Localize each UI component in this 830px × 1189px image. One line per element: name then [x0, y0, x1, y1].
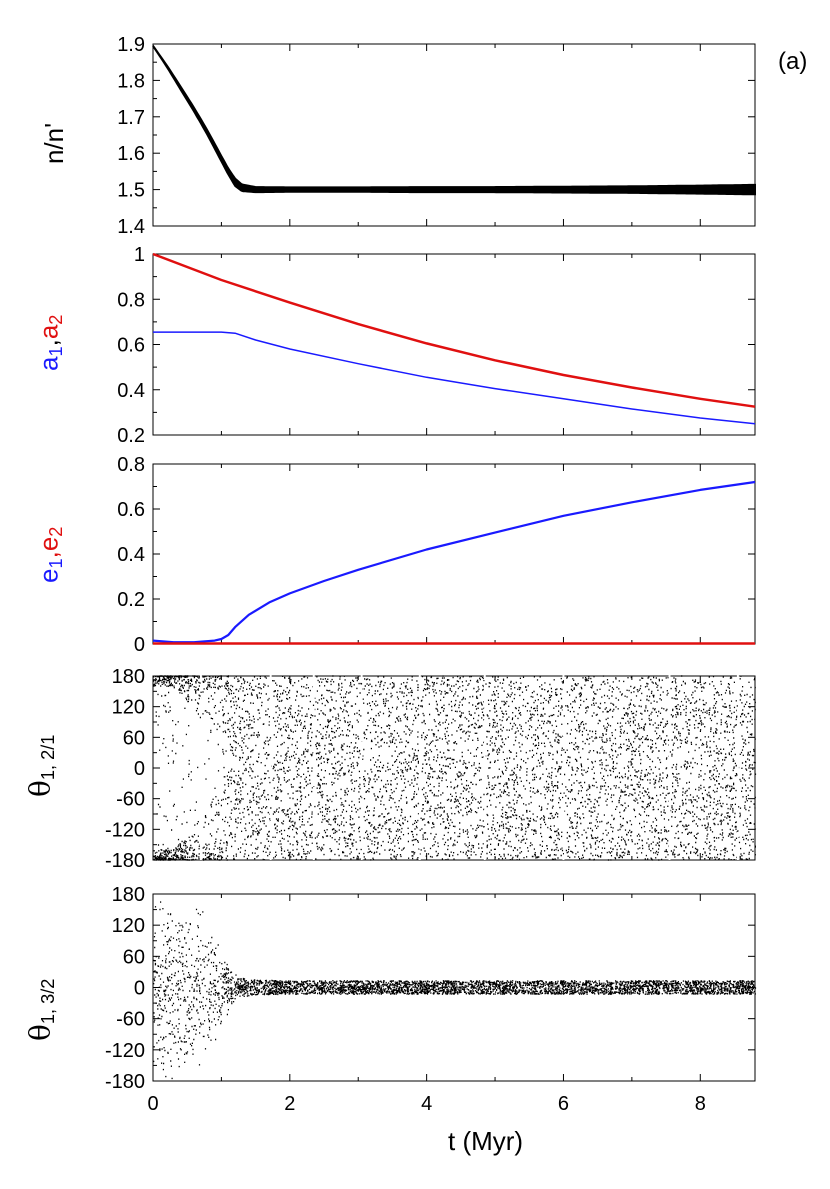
- ytick-label-2-2: 0.6: [117, 335, 145, 357]
- ylabel-eccentricity: e1,e2: [33, 527, 67, 583]
- ytick-label-4-1: -120: [105, 819, 145, 841]
- ytick-label-1-0: 1.4: [117, 216, 145, 238]
- ylabel-a2-sym: a: [33, 324, 64, 340]
- ytick-label-4-5: 120: [112, 697, 145, 719]
- plot-frame-1: [152, 43, 756, 227]
- ytick-label-3-1: 0.2: [117, 589, 145, 611]
- ytick-label-5-2: -60: [116, 1009, 145, 1031]
- ylabel-a1-sub: 1: [45, 346, 66, 357]
- ytick-label-3-4: 0.8: [117, 454, 145, 476]
- series-band-1: [152, 45, 756, 196]
- panel-label: (a): [778, 48, 808, 75]
- ytick-label-2-3: 0.8: [117, 289, 145, 311]
- ytick-label-2-0: 0.2: [117, 425, 145, 447]
- ylabel-theta21-sym: θ: [23, 780, 57, 797]
- ytick-label-4-6: 180: [112, 666, 145, 688]
- ytick-label-4-2: -60: [116, 789, 145, 811]
- xtick-label-4: 8: [695, 1093, 706, 1115]
- ylabel-e1-sub: 1: [45, 558, 66, 569]
- ylabel-theta-32: θ1, 3/2: [23, 979, 59, 1041]
- ytick-label-3-3: 0.6: [117, 499, 145, 521]
- plot-frame-2: [152, 253, 756, 436]
- ylabel-e-comma: ,: [33, 551, 64, 559]
- ytick-label-5-6: 180: [112, 884, 145, 906]
- xtick-label-0: 0: [147, 1093, 158, 1115]
- ylabel-semimajor: a1,a2: [33, 315, 67, 371]
- ylabel-a-comma: ,: [33, 339, 64, 347]
- xtick-label-2: 4: [421, 1093, 432, 1115]
- series-line-2-0: [152, 252, 756, 408]
- ylabel-theta-21: θ1, 2/1: [23, 735, 59, 797]
- ylabel-a2-sub: 2: [45, 314, 66, 325]
- ylabel-e2-sym: e: [33, 536, 64, 552]
- ytick-label-4-3: 0: [134, 758, 145, 780]
- ytick-label-4-0: -180: [105, 850, 145, 872]
- ylabel-a1-sym: a: [33, 356, 64, 371]
- ytick-label-3-2: 0.4: [117, 544, 145, 566]
- ytick-label-3-0: 0: [134, 634, 145, 656]
- ytick-label-2-4: 1: [134, 244, 145, 266]
- ytick-label-1-3: 1.7: [117, 107, 145, 129]
- ylabel-n-ratio-text: n/n': [39, 122, 70, 165]
- ytick-label-5-5: 120: [112, 915, 145, 937]
- plot-frame-3: [152, 463, 756, 645]
- xtick-label-1: 2: [284, 1093, 295, 1115]
- ytick-label-5-3: 0: [134, 978, 145, 1000]
- series-line-3-0: [152, 480, 756, 644]
- xtick-label-3: 6: [558, 1093, 569, 1115]
- ytick-label-1-2: 1.6: [117, 143, 145, 165]
- series-line-2-1: [153, 331, 756, 425]
- ylabel-e1-sym: e: [33, 568, 64, 583]
- ylabel-theta32-sub: 1, 3/2: [37, 978, 58, 1025]
- ylabel-theta21-sub: 1, 2/1: [37, 734, 58, 781]
- plot-frame-4: [152, 675, 756, 861]
- ytick-label-2-1: 0.4: [117, 380, 145, 402]
- ytick-label-5-1: -120: [105, 1040, 145, 1062]
- ytick-label-1-4: 1.8: [117, 70, 145, 92]
- scatter-points-4: [153, 675, 757, 861]
- ytick-label-4-4: 60: [123, 727, 145, 749]
- ytick-label-5-4: 60: [123, 946, 145, 968]
- x-axis-label: t (Myr): [448, 1126, 524, 1156]
- scatter-points-5: [153, 901, 757, 1080]
- ytick-label-1-1: 1.5: [117, 180, 145, 202]
- ylabel-e2-sub: 2: [45, 526, 66, 537]
- ylabel-theta32-sym: θ: [23, 1024, 57, 1041]
- ylabel-n-ratio: n/n': [39, 123, 70, 164]
- ytick-label-5-0: -180: [105, 1071, 145, 1093]
- ytick-label-1-5: 1.9: [117, 34, 145, 56]
